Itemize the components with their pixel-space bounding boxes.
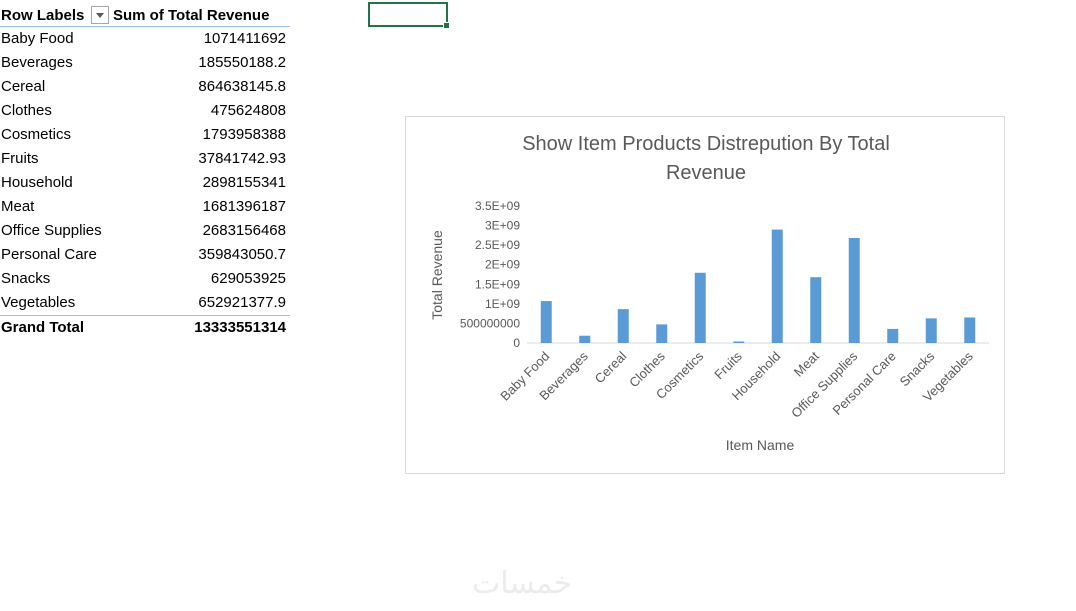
row-label: Cereal bbox=[1, 78, 46, 95]
bar-chart: Show Item Products Distrepution By Total… bbox=[429, 133, 989, 453]
bar bbox=[848, 237, 860, 343]
row-label: Beverages bbox=[1, 54, 73, 71]
table-row[interactable]: Office Supplies 2683156468 bbox=[0, 219, 290, 243]
row-value: 1071411692 bbox=[203, 30, 286, 47]
table-row[interactable]: Clothes 475624808 bbox=[0, 99, 290, 123]
row-value: 185550188.2 bbox=[198, 54, 286, 71]
bar bbox=[540, 301, 552, 343]
table-row[interactable]: Household 2898155341 bbox=[0, 171, 290, 195]
row-value: 629053925 bbox=[210, 270, 286, 287]
y-tick-label: 2.5E+09 bbox=[475, 238, 520, 252]
y-tick-label: 3E+09 bbox=[485, 219, 520, 233]
bar bbox=[771, 229, 783, 343]
table-row[interactable]: Beverages 185550188.2 bbox=[0, 51, 290, 75]
sum-total-revenue-header[interactable]: Sum of Total Revenue bbox=[113, 6, 270, 24]
grand-total-row[interactable]: Grand Total 13333551314 bbox=[0, 315, 290, 340]
table-row[interactable]: Fruits 37841742.93 bbox=[0, 147, 290, 171]
table-row[interactable]: Cereal 864638145.8 bbox=[0, 75, 290, 99]
table-row[interactable]: Vegetables 652921377.9 bbox=[0, 291, 290, 315]
y-axis-title: Total Revenue bbox=[429, 230, 445, 320]
selected-cell[interactable] bbox=[368, 2, 450, 29]
x-axis-title: Item Name bbox=[726, 437, 795, 453]
pivot-header: Row Labels Sum of Total Revenue bbox=[0, 4, 290, 27]
row-value: 359843050.7 bbox=[198, 246, 286, 263]
pivot-table: Row Labels Sum of Total Revenue Baby Foo… bbox=[0, 4, 290, 340]
bar bbox=[887, 328, 899, 343]
bar bbox=[810, 277, 822, 343]
row-value: 2898155341 bbox=[202, 174, 286, 191]
chart-area[interactable]: Show Item Products Distrepution By Total… bbox=[405, 116, 1005, 474]
row-label: Snacks bbox=[1, 270, 51, 287]
row-value: 37841742.93 bbox=[198, 150, 286, 167]
row-label: Fruits bbox=[1, 150, 39, 167]
y-tick-label: 0 bbox=[513, 336, 520, 350]
grand-total-value: 13333551314 bbox=[194, 319, 286, 336]
x-tick-label: Fruits bbox=[711, 348, 745, 382]
row-value: 864638145.8 bbox=[198, 78, 286, 95]
chart-title: Show Item Products Distrepution By Total bbox=[522, 133, 890, 155]
grand-total-label: Grand Total bbox=[1, 319, 85, 336]
row-label: Personal Care bbox=[1, 246, 97, 263]
pivot-rows: Baby Food 1071411692 Beverages 185550188.2 C… bbox=[0, 27, 290, 315]
row-value: 1793958388 bbox=[202, 126, 286, 143]
row-label: Vegetables bbox=[1, 294, 76, 311]
row-label: Office Supplies bbox=[1, 222, 102, 239]
row-label: Cosmetics bbox=[1, 126, 72, 143]
row-label: Baby Food bbox=[1, 30, 74, 47]
table-row[interactable]: Baby Food 1071411692 bbox=[0, 27, 290, 51]
bar bbox=[656, 324, 668, 343]
chevron-down-icon bbox=[96, 12, 104, 18]
table-row[interactable]: Snacks 629053925 bbox=[0, 267, 290, 291]
bar bbox=[733, 341, 745, 343]
table-row[interactable]: Meat 1681396187 bbox=[0, 195, 290, 219]
y-tick-label: 3.5E+09 bbox=[475, 199, 520, 213]
x-tick-label: Cereal bbox=[592, 348, 630, 386]
row-label: Household bbox=[1, 174, 73, 191]
bar bbox=[579, 335, 591, 343]
row-value: 652921377.9 bbox=[198, 294, 286, 311]
y-tick-label: 2E+09 bbox=[485, 258, 520, 272]
x-tick-label: Meat bbox=[791, 348, 822, 379]
row-labels-header[interactable]: Row Labels bbox=[1, 6, 85, 24]
table-row[interactable]: Personal Care 359843050.7 bbox=[0, 243, 290, 267]
chart-title: Revenue bbox=[666, 162, 746, 184]
row-label: Clothes bbox=[1, 102, 52, 119]
row-value: 475624808 bbox=[210, 102, 286, 119]
table-row[interactable]: Cosmetics 1793958388 bbox=[0, 123, 290, 147]
y-tick-label: 500000000 bbox=[460, 316, 520, 330]
bar bbox=[694, 272, 706, 343]
filter-dropdown-button[interactable] bbox=[91, 6, 109, 24]
row-label: Meat bbox=[1, 198, 35, 215]
row-value: 2683156468 bbox=[202, 222, 286, 239]
y-tick-label: 1E+09 bbox=[485, 297, 520, 311]
watermark-logo: خمسات bbox=[472, 566, 573, 601]
row-value: 1681396187 bbox=[202, 198, 286, 215]
bar bbox=[964, 317, 976, 343]
bar bbox=[617, 309, 629, 343]
x-tick-label: Office Supplies bbox=[788, 348, 861, 421]
fill-handle[interactable] bbox=[443, 22, 450, 29]
y-tick-label: 1.5E+09 bbox=[475, 277, 520, 291]
bar bbox=[925, 318, 937, 343]
